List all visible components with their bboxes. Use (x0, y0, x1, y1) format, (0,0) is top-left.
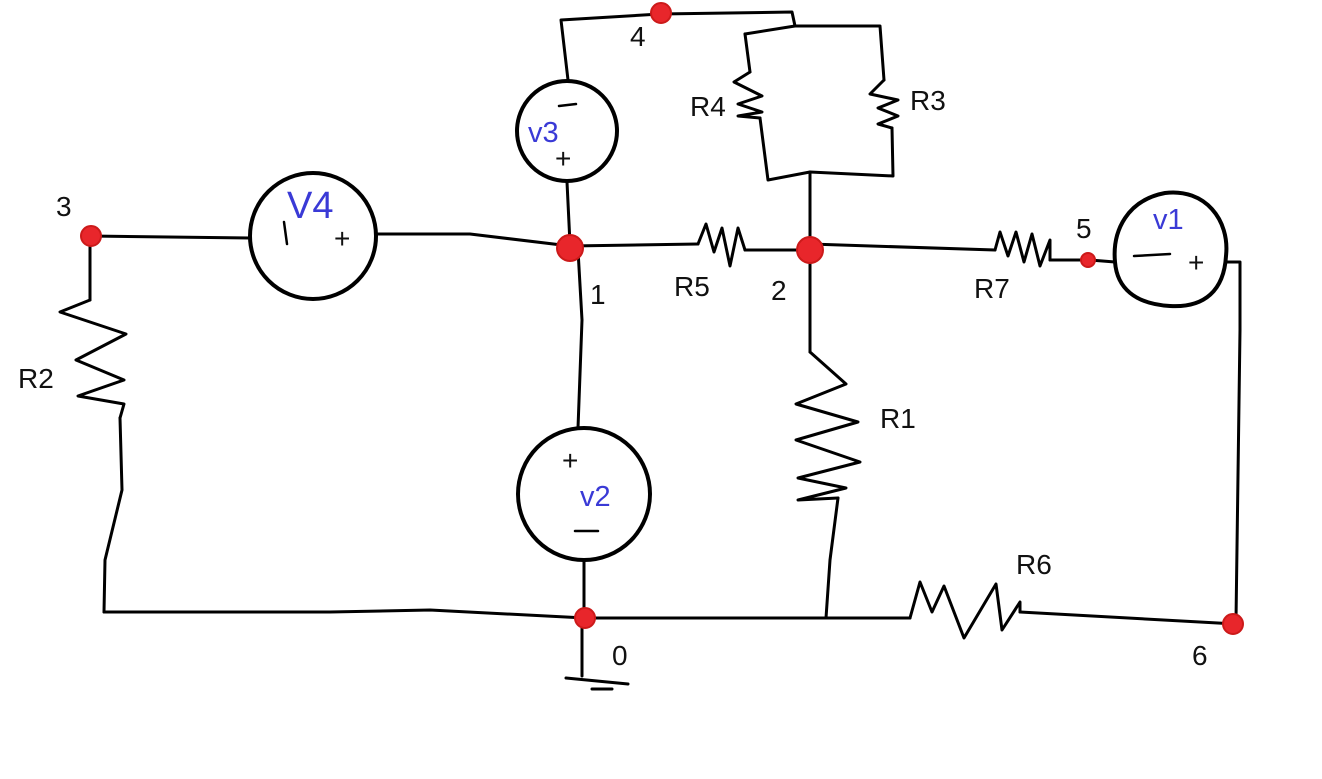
resistor-r2 (58, 298, 128, 420)
wire-v3-node1 (565, 180, 572, 246)
wire-r3-r4-top (743, 24, 886, 82)
v2-plus-sign: + (562, 445, 578, 476)
resistor-label-r6: R6 (1016, 549, 1052, 580)
node-dot-3 (80, 225, 102, 247)
v1-plus-sign: + (1188, 247, 1204, 278)
v4-minus-mark (282, 220, 289, 246)
node-label-4: 4 (630, 21, 646, 52)
node-label-6: 6 (1192, 640, 1208, 671)
node-label-2: 2 (771, 275, 787, 306)
wire-v1-node6 (1223, 260, 1242, 622)
wire-r6-node6 (1018, 610, 1238, 626)
resistor-r7 (993, 230, 1052, 268)
resistor-label-r5: R5 (674, 271, 710, 302)
node-label-0: 0 (612, 640, 628, 671)
resistor-r5 (696, 222, 747, 268)
voltage-source-v4 (248, 171, 378, 301)
node-label-3: 3 (56, 191, 72, 222)
resistor-r6 (908, 580, 1022, 640)
node-dot-6 (1222, 613, 1244, 635)
voltage-source-v1 (1112, 190, 1229, 309)
v3-label: v3 (528, 117, 559, 149)
wire-r2-bottom (102, 416, 124, 614)
wire-bottom-left (102, 608, 587, 620)
v3-minus-mark (557, 102, 578, 108)
resistor-r4 (732, 70, 764, 120)
wire-node2-r7 (808, 242, 997, 252)
node-label-1: 1 (590, 279, 606, 310)
node-dot-2 (796, 236, 824, 264)
node-dot-0 (574, 607, 596, 629)
node-label-5: 5 (1076, 213, 1092, 244)
voltage-source-v3 (515, 79, 619, 183)
node-dot-4 (650, 2, 672, 24)
wire-node1-v2 (576, 248, 584, 430)
v1-minus-mark (1132, 252, 1172, 258)
ground-symbol-long (564, 676, 630, 686)
v4-label: V4 (287, 185, 333, 227)
wire-v4-node1 (374, 232, 572, 248)
resistor-r3 (868, 78, 900, 130)
resistor-label-r4: R4 (690, 91, 726, 122)
wire-r3-right-bottom (808, 126, 895, 178)
node-dot-5 (1080, 252, 1096, 268)
resistor-label-r1: R1 (880, 403, 916, 434)
v3-plus-sign: + (555, 143, 571, 174)
wire-r4-left-top (743, 32, 752, 74)
v4-plus-sign: + (334, 223, 350, 254)
resistor-r1 (794, 350, 862, 502)
resistor-label-r3: R3 (910, 85, 946, 116)
v1-label: v1 (1153, 204, 1184, 236)
voltage-source-v2 (516, 426, 652, 562)
node-dot-1 (556, 234, 584, 262)
v2-label: v2 (580, 481, 611, 513)
wire-node1-r5 (568, 242, 700, 248)
wire-node4-top (559, 10, 797, 82)
wire-r1-bottom (824, 496, 840, 620)
resistor-label-r2: R2 (18, 363, 54, 394)
resistor-label-r7: R7 (974, 273, 1010, 304)
wire-node3-v4 (88, 234, 252, 240)
wire-r4-left-bottom (758, 116, 812, 182)
